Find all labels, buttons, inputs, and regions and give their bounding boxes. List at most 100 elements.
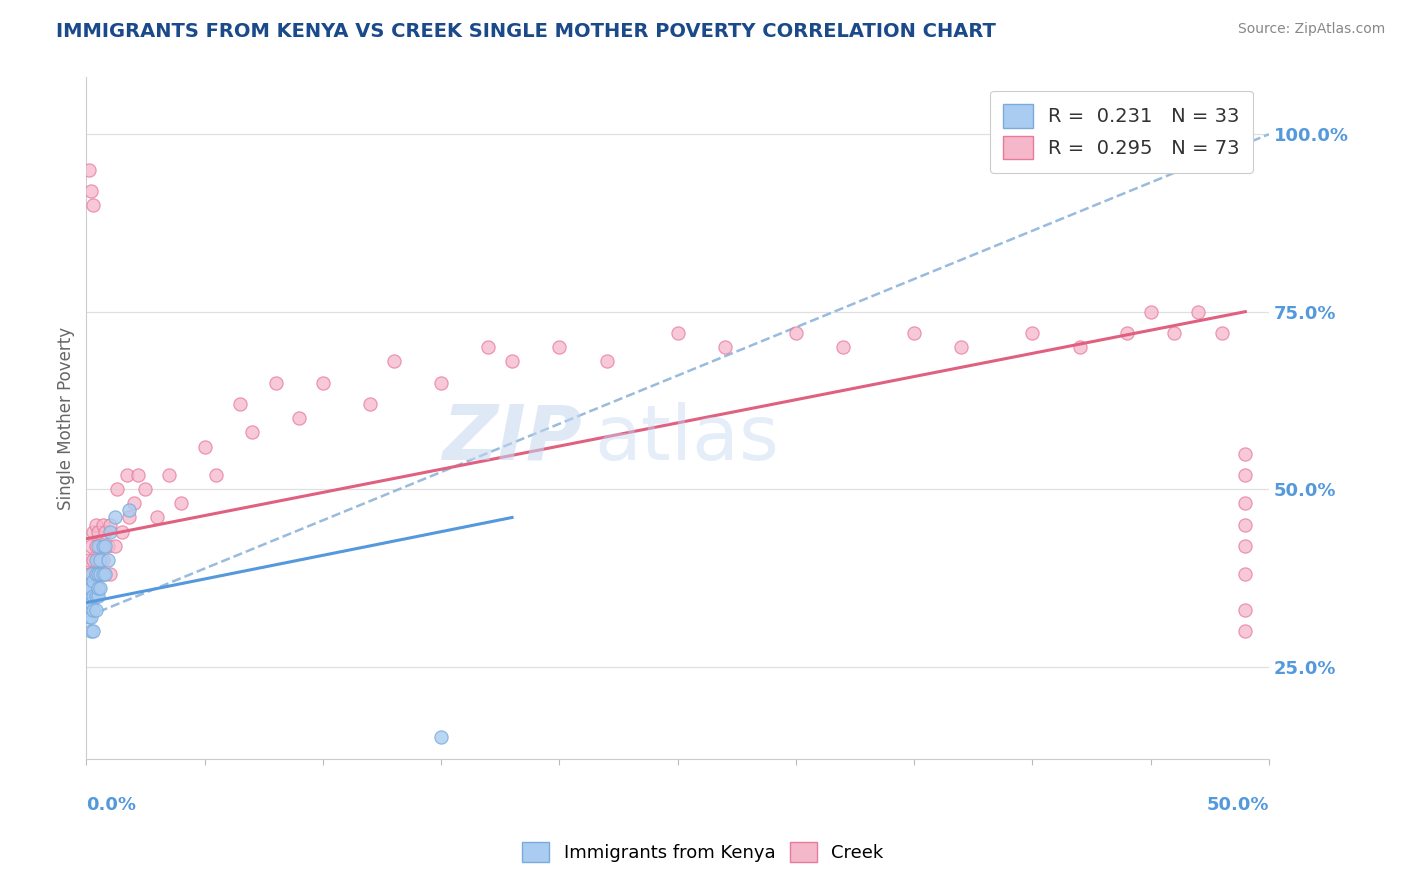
Point: [77, 589, 100, 603]
Point: [104, 510, 127, 524]
Point: [1163, 326, 1185, 340]
Point: [94, 539, 117, 553]
Point: [205, 467, 228, 482]
Point: [785, 326, 807, 340]
Point: [80, 567, 103, 582]
Point: [1234, 496, 1257, 510]
Point: [170, 496, 193, 510]
Point: [91, 567, 114, 582]
Point: [193, 440, 215, 454]
Point: [98, 567, 121, 582]
Point: [430, 731, 453, 745]
Point: [82, 582, 104, 596]
Point: [82, 198, 104, 212]
Point: [118, 510, 141, 524]
Point: [903, 326, 925, 340]
Point: [359, 397, 381, 411]
Point: [82, 553, 104, 567]
Point: [87, 553, 110, 567]
Point: [1139, 304, 1161, 318]
Point: [87, 539, 110, 553]
Point: [82, 589, 104, 603]
Point: [82, 574, 104, 589]
Point: [1021, 326, 1043, 340]
Point: [501, 354, 523, 368]
Point: [288, 411, 311, 425]
Point: [77, 582, 100, 596]
Point: [89, 567, 111, 582]
Point: [87, 589, 110, 603]
Point: [89, 582, 111, 596]
Text: ZIP: ZIP: [443, 401, 583, 475]
Point: [97, 553, 120, 567]
Point: [1234, 447, 1257, 461]
Point: [105, 482, 128, 496]
Point: [98, 517, 121, 532]
Point: [84, 539, 107, 553]
Point: [77, 567, 100, 582]
Point: [87, 524, 110, 539]
Point: [87, 582, 110, 596]
Point: [80, 582, 103, 596]
Point: [91, 539, 114, 553]
Point: [950, 340, 973, 354]
Point: [84, 567, 107, 582]
Point: [84, 603, 107, 617]
Point: [1187, 304, 1209, 318]
Legend: Immigrants from Kenya, Creek: Immigrants from Kenya, Creek: [515, 834, 891, 870]
Point: [82, 624, 104, 638]
Point: [80, 589, 103, 603]
Point: [229, 397, 252, 411]
Point: [77, 610, 100, 624]
Point: [430, 376, 453, 390]
Point: [595, 354, 617, 368]
Point: [264, 376, 287, 390]
Legend: R =  0.231   N = 33, R =  0.295   N = 73: R = 0.231 N = 33, R = 0.295 N = 73: [990, 91, 1253, 173]
Point: [1234, 624, 1257, 638]
Point: [127, 467, 149, 482]
Text: Source: ZipAtlas.com: Source: ZipAtlas.com: [1237, 22, 1385, 37]
Point: [1211, 326, 1233, 340]
Point: [157, 467, 180, 482]
Point: [80, 624, 103, 638]
Point: [98, 524, 121, 539]
Point: [1069, 340, 1091, 354]
Point: [80, 567, 103, 582]
Point: [548, 340, 571, 354]
Point: [1234, 603, 1257, 617]
Point: [146, 510, 169, 524]
Point: [312, 376, 335, 390]
Point: [94, 567, 117, 582]
Point: [122, 496, 145, 510]
Point: [1234, 539, 1257, 553]
Point: [118, 503, 141, 517]
Point: [82, 567, 104, 582]
Point: [87, 582, 110, 596]
Point: [382, 354, 405, 368]
Text: IMMIGRANTS FROM KENYA VS CREEK SINGLE MOTHER POVERTY CORRELATION CHART: IMMIGRANTS FROM KENYA VS CREEK SINGLE MO…: [56, 22, 995, 41]
Text: 0.0%: 0.0%: [86, 797, 136, 814]
Point: [477, 340, 499, 354]
Point: [1116, 326, 1139, 340]
Text: atlas: atlas: [595, 401, 780, 475]
Point: [80, 184, 103, 198]
Point: [89, 539, 111, 553]
Point: [87, 567, 110, 582]
Point: [84, 567, 107, 582]
Point: [832, 340, 855, 354]
Point: [91, 517, 114, 532]
Point: [89, 553, 111, 567]
Point: [89, 567, 111, 582]
Point: [77, 162, 100, 177]
Point: [111, 524, 134, 539]
Point: [84, 517, 107, 532]
Point: [1234, 467, 1257, 482]
Point: [1234, 517, 1257, 532]
Point: [714, 340, 737, 354]
Point: [84, 553, 107, 567]
Point: [240, 425, 263, 440]
Point: [666, 326, 689, 340]
Point: [115, 467, 138, 482]
Point: [94, 524, 117, 539]
Point: [1234, 567, 1257, 582]
